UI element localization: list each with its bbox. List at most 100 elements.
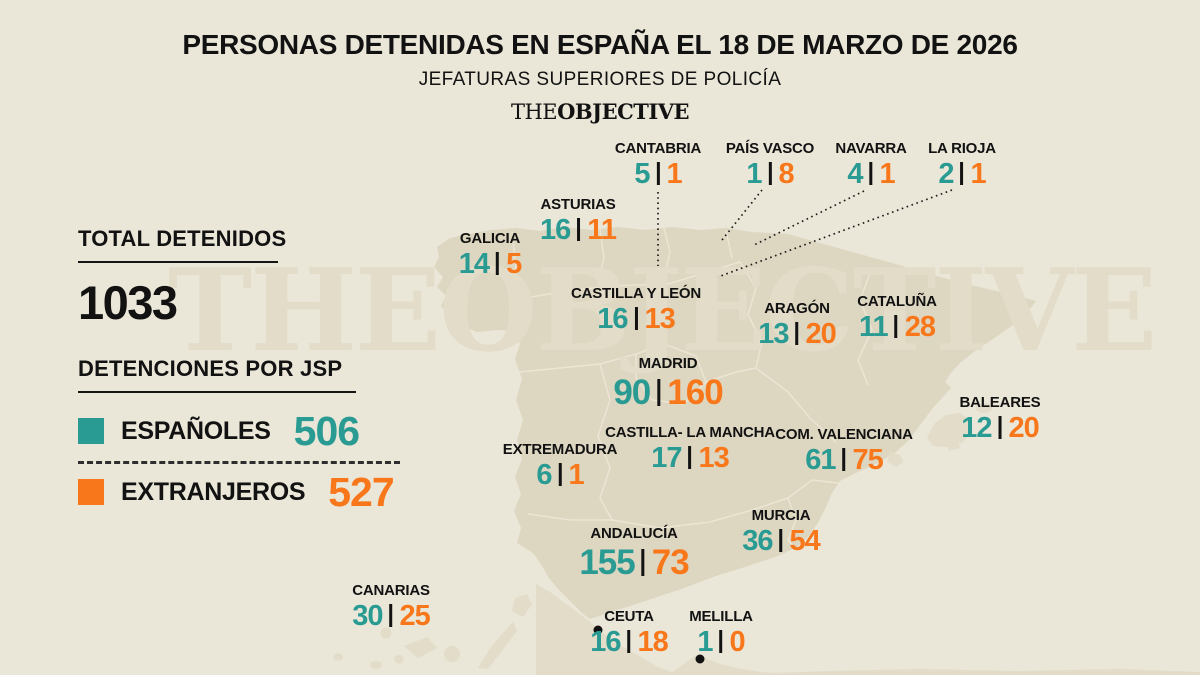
region-name: CEUTA xyxy=(604,608,654,625)
espanoles-count: 90 xyxy=(613,372,651,412)
theobjective-logo: THEOBJECTIVE xyxy=(0,99,1200,124)
extranjeros-count: 20 xyxy=(805,317,837,350)
region-name: NAVARRA xyxy=(835,140,907,157)
extranjeros-count: 5 xyxy=(506,247,522,280)
count-separator xyxy=(869,161,873,185)
extranjeros-count: 75 xyxy=(852,443,884,476)
count-separator xyxy=(656,161,660,185)
extranjeros-swatch xyxy=(78,479,104,505)
espanoles-count: 30 xyxy=(352,599,383,632)
region-counts: 16 13 xyxy=(571,304,701,334)
region-navarra: NAVARRA 4 1 xyxy=(835,140,907,190)
count-separator xyxy=(795,321,799,345)
region-asturias: ASTURIAS 16 11 xyxy=(540,196,617,246)
stats-panel: TOTAL DETENIDOS 1033 DETENCIONES POR JSP… xyxy=(78,226,400,515)
extranjeros-count: 25 xyxy=(399,599,430,632)
region-aragon: ARAGÓN 13 20 xyxy=(758,300,837,350)
region-name: MADRID xyxy=(638,355,698,372)
leader-line-pais-vasco xyxy=(721,189,763,241)
region-name: CATALUÑA xyxy=(857,293,937,310)
total-underline xyxy=(78,261,278,263)
extranjeros-count: 54 xyxy=(789,524,821,557)
espanoles-count: 1 xyxy=(697,625,713,658)
region-murcia: MURCIA 36 54 xyxy=(742,507,821,557)
count-separator xyxy=(960,161,964,185)
region-extremadura: EXTREMADURA 6 1 xyxy=(503,442,618,491)
extranjeros-value: 527 xyxy=(328,468,394,515)
page-subtitle: JEFATURAS SUPERIORES DE POLICÍA xyxy=(418,69,782,90)
page-title: PERSONAS DETENIDAS EN ESPAÑA EL 18 DE MA… xyxy=(182,29,1018,60)
region-name: COM. VALENCIANA xyxy=(775,426,913,443)
espanoles-swatch xyxy=(78,418,104,444)
region-counts: 61 75 xyxy=(775,443,913,476)
espanoles-count: 1 xyxy=(746,157,762,190)
espanoles-count: 17 xyxy=(651,441,682,474)
region-name: CANARIAS xyxy=(352,582,430,599)
region-canarias: CANARIAS 30 25 xyxy=(352,582,431,632)
region-com-valenciana: COM. VALENCIANA 61 75 xyxy=(775,427,913,475)
header: PERSONAS DETENIDAS EN ESPAÑA EL 18 DE MA… xyxy=(0,0,1200,124)
espanoles-count: 12 xyxy=(961,411,992,444)
region-name: ASTURIAS xyxy=(540,196,616,213)
count-separator xyxy=(634,306,638,330)
region-counts: 13 20 xyxy=(758,317,837,350)
count-separator xyxy=(657,378,661,406)
logo-objective: OBJECTIVE xyxy=(557,99,690,124)
extranjeros-count: 1 xyxy=(568,458,585,491)
extranjeros-count: 160 xyxy=(667,372,723,412)
region-counts: 36 54 xyxy=(742,524,821,557)
region-name: CASTILLA Y LEÓN xyxy=(570,285,702,302)
espanoles-count: 61 xyxy=(805,443,836,476)
count-separator xyxy=(998,415,1002,439)
espanoles-count: 14 xyxy=(458,247,490,280)
extranjeros-count: 1 xyxy=(879,157,896,190)
extranjeros-count: 0 xyxy=(729,625,746,658)
extranjeros-count: 20 xyxy=(1008,411,1039,444)
region-castilla-la-mancha: CASTILLA- LA MANCHA 17 13 xyxy=(605,425,775,473)
espanoles-value: 506 xyxy=(293,407,360,454)
region-galicia: GALICIA 14 5 xyxy=(458,230,522,280)
extranjeros-count: 11 xyxy=(587,213,617,246)
region-baleares: BALEARES 12 20 xyxy=(960,395,1041,443)
region-madrid: MADRID 90 160 xyxy=(613,355,723,412)
extranjeros-count: 18 xyxy=(637,625,669,658)
extranjeros-count: 1 xyxy=(970,157,986,190)
espanoles-count: 2 xyxy=(938,157,954,190)
count-separator xyxy=(558,462,562,486)
region-counts: 14 5 xyxy=(458,247,522,280)
region-name: MURCIA xyxy=(751,507,811,524)
region-name: CASTILLA- LA MANCHA xyxy=(605,424,775,441)
detenciones-jsp-label: DETENCIONES POR JSP xyxy=(78,356,343,381)
extranjeros-count: 8 xyxy=(778,157,794,190)
count-separator xyxy=(627,629,631,653)
total-detenidos-label: TOTAL DETENIDOS xyxy=(78,226,287,251)
region-name: MELILLA xyxy=(689,608,753,625)
region-name: PAÍS VASCO xyxy=(725,140,815,157)
logo-the: THE xyxy=(510,100,558,124)
extranjeros-count: 13 xyxy=(698,441,729,474)
region-name: LA RIOJA xyxy=(928,140,996,157)
total-detenidos-value: 1033 xyxy=(78,276,178,329)
region-melilla: MELILLA 1 0 xyxy=(689,609,753,657)
region-counts: 16 18 xyxy=(590,625,669,658)
region-la-rioja: LA RIOJA 2 1 xyxy=(928,141,996,189)
region-name: GALICIA xyxy=(459,230,521,247)
extranjeros-label: EXTRANJEROS xyxy=(121,477,306,506)
espanoles-count: 155 xyxy=(579,542,635,582)
count-separator xyxy=(719,629,723,653)
region-counts: 16 11 xyxy=(540,213,617,246)
count-separator xyxy=(688,445,692,469)
espanoles-count: 36 xyxy=(742,524,773,557)
region-name: ARAGÓN xyxy=(764,300,830,317)
espanoles-count: 16 xyxy=(540,213,571,246)
count-separator xyxy=(389,603,393,627)
count-separator xyxy=(779,528,783,552)
region-counts: 17 13 xyxy=(605,441,775,474)
region-pais-vasco: PAÍS VASCO 1 8 xyxy=(726,141,814,189)
region-castilla-y-leon: CASTILLA Y LEÓN 16 13 xyxy=(571,286,701,334)
jsp-underline xyxy=(78,391,356,393)
